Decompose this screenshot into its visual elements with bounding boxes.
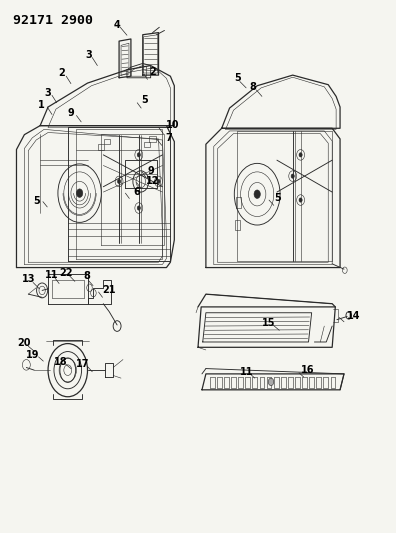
Text: 11: 11 xyxy=(44,270,58,280)
Text: 19: 19 xyxy=(26,350,40,360)
Text: 16: 16 xyxy=(301,365,314,375)
Text: 3: 3 xyxy=(44,88,51,98)
Bar xyxy=(98,144,105,150)
Circle shape xyxy=(137,206,141,210)
Circle shape xyxy=(299,153,302,157)
Text: 13: 13 xyxy=(22,274,36,284)
Circle shape xyxy=(254,190,260,198)
Text: 92171 2900: 92171 2900 xyxy=(13,14,93,27)
Text: 11: 11 xyxy=(240,367,254,377)
Bar xyxy=(104,139,110,144)
Text: 7: 7 xyxy=(166,133,172,143)
Bar xyxy=(149,136,156,142)
Text: 18: 18 xyxy=(54,357,67,367)
Text: 9: 9 xyxy=(68,108,74,118)
Text: 20: 20 xyxy=(17,338,30,348)
Circle shape xyxy=(118,179,121,183)
Circle shape xyxy=(291,174,294,178)
Text: 2: 2 xyxy=(59,68,65,78)
Text: 5: 5 xyxy=(274,193,280,204)
Text: 4: 4 xyxy=(114,20,120,30)
Text: 5: 5 xyxy=(141,94,148,104)
Bar xyxy=(236,197,241,208)
Text: 17: 17 xyxy=(76,359,89,369)
Text: 3: 3 xyxy=(85,50,91,60)
Bar xyxy=(143,142,150,147)
Bar xyxy=(236,220,240,230)
Text: 2: 2 xyxy=(149,67,156,77)
Text: 14: 14 xyxy=(347,311,361,321)
Circle shape xyxy=(268,378,274,385)
Circle shape xyxy=(299,198,302,202)
Circle shape xyxy=(76,189,83,197)
Text: 15: 15 xyxy=(261,318,275,328)
Text: 22: 22 xyxy=(59,268,72,278)
Text: 8: 8 xyxy=(83,271,90,281)
Circle shape xyxy=(157,179,160,183)
Text: 1: 1 xyxy=(38,100,45,110)
Text: 9: 9 xyxy=(147,166,154,176)
Text: 5: 5 xyxy=(234,74,241,83)
Text: 6: 6 xyxy=(133,187,140,197)
Text: 12: 12 xyxy=(146,176,160,187)
Text: 8: 8 xyxy=(250,82,257,92)
Text: 5: 5 xyxy=(34,196,40,206)
Text: 21: 21 xyxy=(103,285,116,295)
Circle shape xyxy=(137,153,141,157)
Text: 10: 10 xyxy=(166,120,180,130)
